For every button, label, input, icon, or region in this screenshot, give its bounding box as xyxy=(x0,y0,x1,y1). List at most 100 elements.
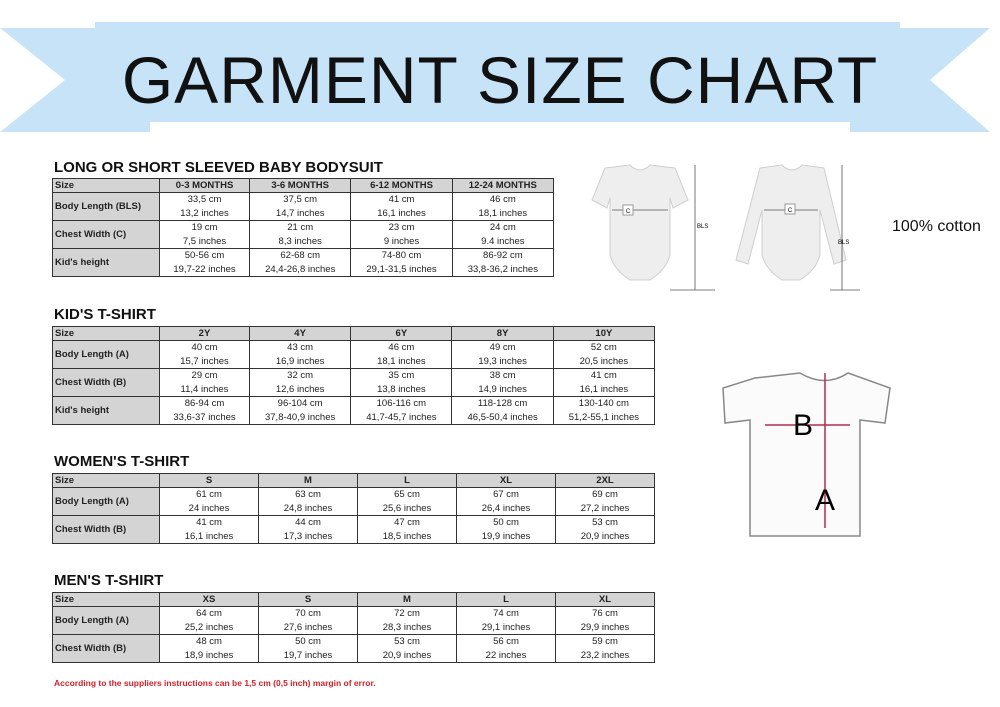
cm-value: 74 cm xyxy=(493,608,519,619)
inch-value: 41,7-45,7 inches xyxy=(366,411,437,423)
inch-value: 9 inches xyxy=(383,235,420,247)
chest-label-c-long: C xyxy=(788,208,793,214)
inch-value: 13,2 inches xyxy=(180,207,229,219)
table-cell: 48 cm 18,9 inches xyxy=(159,634,259,663)
table-cell: 130-140 cm 51,2-55,1 inches xyxy=(552,396,656,425)
inch-value: 27,6 inches xyxy=(283,621,333,633)
row-label: Chest Width (C) xyxy=(52,220,160,249)
column-header: M xyxy=(258,473,358,488)
inch-value: 20,5 inches xyxy=(579,355,629,367)
inch-value: 29,9 inches xyxy=(580,621,630,633)
inch-value: 37,8-40,9 inches xyxy=(264,411,336,423)
page-title: GARMENT SIZE CHART xyxy=(121,43,879,117)
column-header: 6Y xyxy=(350,326,453,341)
inch-value: 12,6 inches xyxy=(275,383,325,395)
table-cell: 44 cm 17,3 inches xyxy=(258,515,358,544)
cm-value: 41 cm xyxy=(590,370,617,381)
section-title-kids: KID'S T-SHIRT xyxy=(54,306,156,323)
table-cell: 118-128 cm 46,5-50,4 inches xyxy=(451,396,554,425)
row-label: Body Length (A) xyxy=(52,606,160,635)
cm-value: 46 cm xyxy=(388,342,415,353)
inch-value: 18,9 inches xyxy=(184,649,234,661)
inch-value: 8,3 inches xyxy=(278,235,322,247)
table-cell: 43 cm 16,9 inches xyxy=(248,340,352,369)
table-cell: 50 cm 19,7 inches xyxy=(258,634,358,663)
size-table-men: Size XS S M L XL Body Length (A) 64 cm 25,2 inch… xyxy=(52,592,655,663)
row-label: Chest Width (B) xyxy=(52,515,160,544)
inch-value: 24,8 inches xyxy=(283,502,333,514)
size-table-kids: Size 2Y 4Y 6Y 8Y 10Y Body Length (A) 40 cm 15,7 … xyxy=(52,326,656,425)
inch-value: 18,1 inches xyxy=(478,207,528,219)
table-cell: 46 cm 18,1 inches xyxy=(350,340,453,369)
inch-value: 11,4 inches xyxy=(180,383,229,395)
cm-value: 49 cm xyxy=(489,342,516,353)
error-margin-note: According to the suppliers instructions … xyxy=(54,678,376,688)
inch-value: 16,1 inches xyxy=(184,530,234,542)
column-header: 2Y xyxy=(159,326,250,341)
cm-value: 59 cm xyxy=(592,636,618,647)
size-table-women: Size S M L XL 2XL Body Length (A) 61 cm 24 inche… xyxy=(52,473,655,544)
cm-value: 53 cm xyxy=(394,636,420,647)
row-label: Body Length (A) xyxy=(52,340,160,369)
length-label-bls: BLS xyxy=(697,224,708,230)
cm-value: 48 cm xyxy=(196,636,222,647)
column-header: 6-12 MONTHS xyxy=(350,178,453,193)
table-row: Kid's height 86-94 cm 33,6-37 inches 96-104… xyxy=(52,396,656,425)
cm-value: 130-140 cm xyxy=(578,398,629,409)
table-row: Chest Width (C) 19 cm 7,5 inches 21 cm 8,3 i… xyxy=(52,220,555,249)
inch-value: 18,1 inches xyxy=(377,355,426,367)
table-cell: 52 cm 20,5 inches xyxy=(552,340,656,369)
cm-value: 56 cm xyxy=(493,636,519,647)
table-cell: 24 cm 9.4 inches xyxy=(451,220,555,249)
cm-value: 47 cm xyxy=(394,517,420,528)
table-cell: 106-116 cm 41,7-45,7 inches xyxy=(350,396,453,425)
cm-value: 50-56 cm xyxy=(184,250,225,261)
column-header: L xyxy=(357,473,457,488)
cm-value: 44 cm xyxy=(295,517,321,528)
table-cell: 69 cm 27,2 inches xyxy=(555,487,655,516)
cm-value: 53 cm xyxy=(592,517,618,528)
cm-value: 50 cm xyxy=(493,517,519,528)
cm-value: 62-68 cm xyxy=(280,250,320,261)
table-row: Chest Width (B) 29 cm 11,4 inches 32 cm 12,6… xyxy=(52,368,656,397)
table-cell: 21 cm 8,3 inches xyxy=(249,220,352,249)
inch-value: 15,7 inches xyxy=(180,355,229,367)
cm-value: 67 cm xyxy=(493,489,519,500)
table-cell: 33,5 cm 13,2 inches xyxy=(158,192,251,221)
chest-label-b: B xyxy=(793,409,813,442)
table-cell: 86-92 cm 33,8-36,2 inches xyxy=(451,248,555,277)
table-cell: 70 cm 27,6 inches xyxy=(258,606,358,635)
inch-value: 24 inches xyxy=(188,502,230,514)
column-header: 10Y xyxy=(552,326,656,341)
column-header: XL xyxy=(555,592,655,607)
cm-value: 40 cm xyxy=(191,342,218,353)
inch-value: 20,9 inches xyxy=(382,649,432,661)
cm-value: 76 cm xyxy=(592,608,618,619)
inch-value: 16,1 inches xyxy=(377,207,426,219)
table-row: Body Length (A) 61 cm 24 inches 63 cm 24,8 i… xyxy=(52,487,655,516)
table-cell: 74 cm 29,1 inches xyxy=(456,606,556,635)
table-cell: 50 cm 19,9 inches xyxy=(456,515,556,544)
column-header: 3-6 MONTHS xyxy=(249,178,352,193)
tshirt-diagram: B A xyxy=(722,372,891,537)
cm-value: 23 cm xyxy=(388,222,415,233)
table-cell: 38 cm 14,9 inches xyxy=(451,368,554,397)
table-cell: 46 cm 18,1 inches xyxy=(451,192,555,221)
cm-value: 21 cm xyxy=(287,222,314,233)
row-label: Body Length (A) xyxy=(52,487,160,516)
cm-value: 74-80 cm xyxy=(381,250,422,261)
row-label: Body Length (BLS) xyxy=(52,192,160,221)
table-cell: 61 cm 24 inches xyxy=(159,487,259,516)
inch-value: 23,2 inches xyxy=(580,649,630,661)
inch-value: 46,5-50,4 inches xyxy=(467,411,538,423)
section-title-women: WOMEN'S T-SHIRT xyxy=(54,453,190,470)
row-label: Chest Width (B) xyxy=(52,634,160,663)
inch-value: 19,7-22 inches xyxy=(173,263,236,275)
inch-value: 25,6 inches xyxy=(382,502,432,514)
cm-value: 86-92 cm xyxy=(483,250,523,261)
inch-value: 16,1 inches xyxy=(579,383,629,395)
material-label: 100% cotton xyxy=(892,218,981,235)
length-label-a: A xyxy=(815,484,835,517)
table-cell: 19 cm 7,5 inches xyxy=(158,220,251,249)
inch-value: 51,2-55,1 inches xyxy=(568,411,639,423)
